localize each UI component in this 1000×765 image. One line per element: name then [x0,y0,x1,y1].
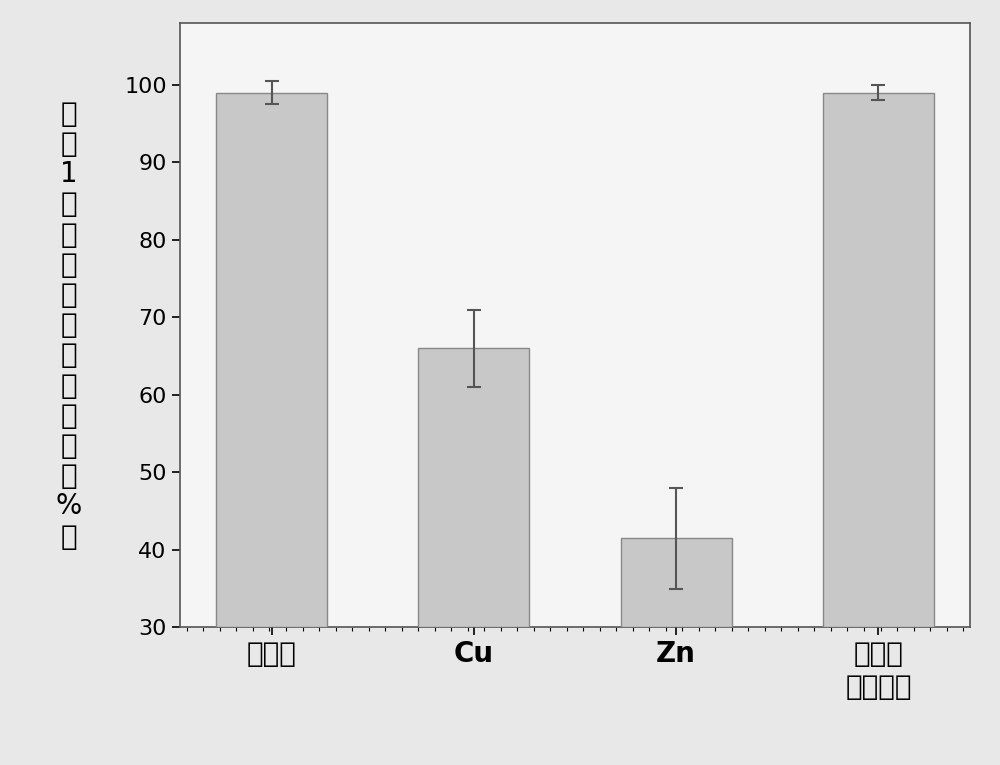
Bar [823,93,934,627]
Y-axis label: 洗
脱
1
次
后
各
污
染
物
去
除
率
（
%
）: 洗 脱 1 次 后 各 污 染 物 去 除 率 （ % ） [55,99,82,551]
Bar [216,93,327,627]
Bar [418,348,529,627]
Bar [621,539,732,627]
